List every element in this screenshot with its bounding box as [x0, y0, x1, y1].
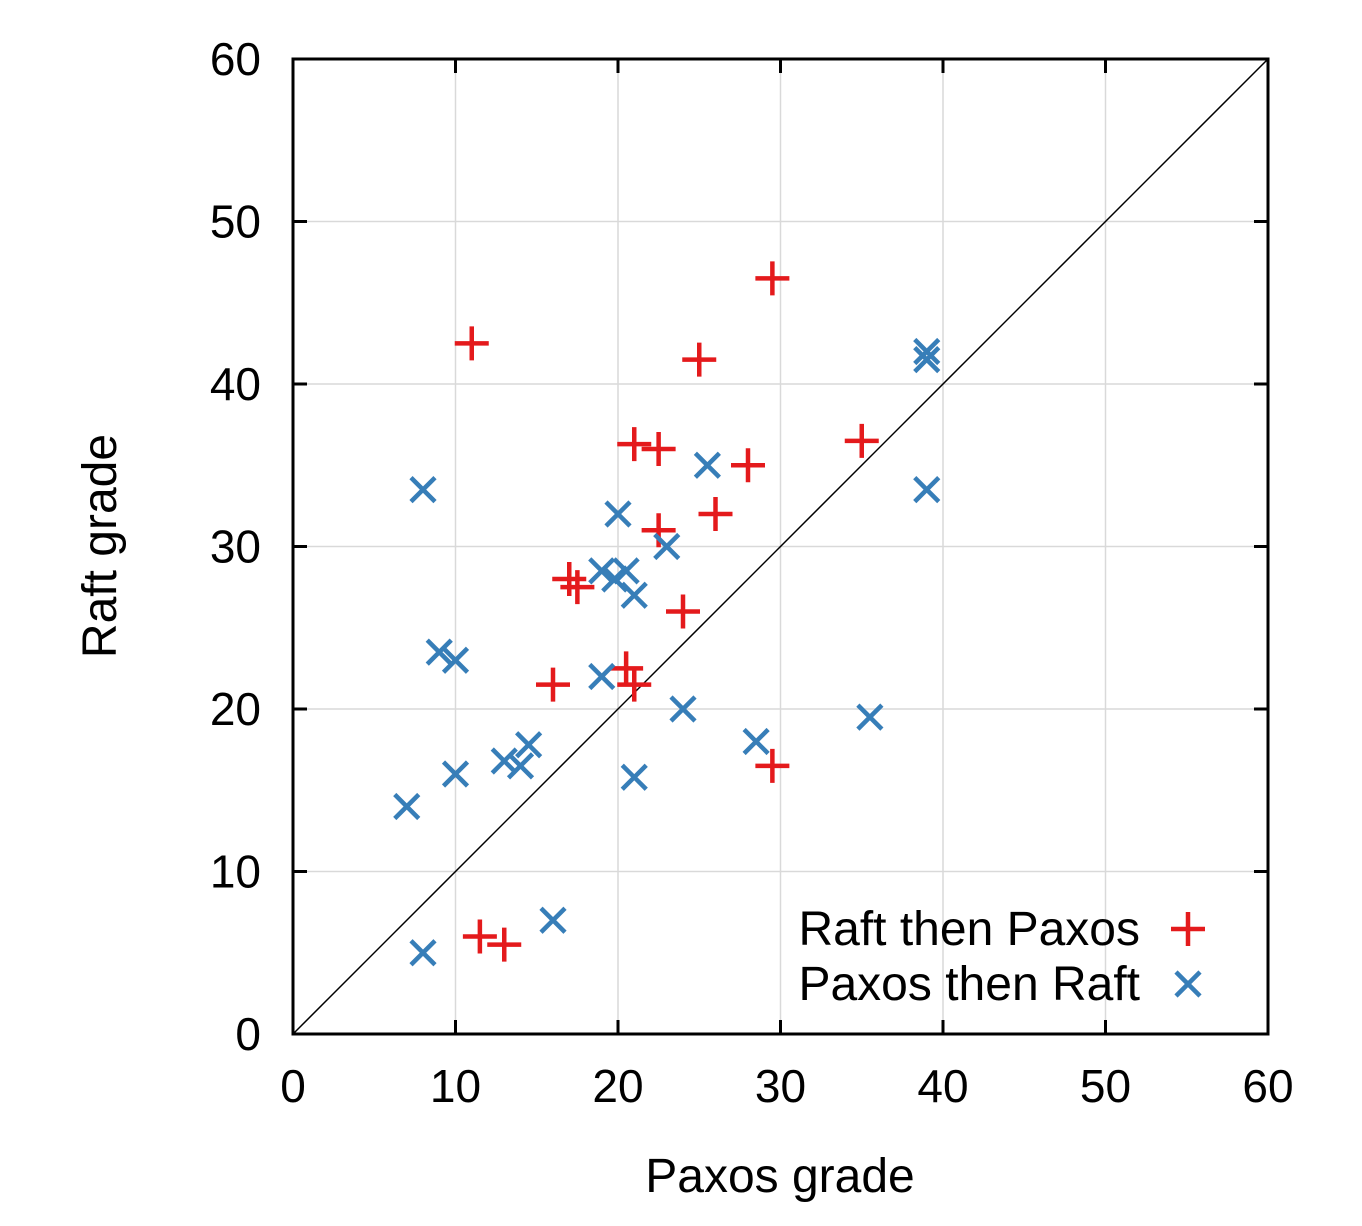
data-point-raft-then-paxos: [731, 448, 765, 483]
x-tick-label: 40: [917, 1060, 968, 1112]
data-point-raft-then-paxos: [617, 667, 652, 702]
data-point-paxos-then-raft: [425, 638, 453, 666]
x-tick-labels: 0 10 20 30 40 50 60: [280, 1060, 1293, 1112]
legend-marker-symbol: [1171, 912, 1205, 946]
x-tick-label: 10: [430, 1060, 481, 1112]
data-point-paxos-then-raft: [856, 703, 884, 731]
legend-marker-raft-then-paxos: [1171, 912, 1205, 946]
diagonal-reference-line: [292, 58, 1269, 1035]
x-tick-label: 60: [1242, 1060, 1293, 1112]
data-point-paxos-then-raft: [620, 763, 648, 791]
data-point-raft-then-paxos: [560, 570, 595, 605]
data-point-raft-then-paxos: [641, 513, 676, 548]
data-point-raft-then-paxos: [617, 427, 652, 462]
data-point-raft-then-paxos: [755, 748, 790, 783]
legend-label-raft-then-paxos: Raft then Paxos: [798, 903, 1140, 956]
data-point-paxos-then-raft: [653, 532, 681, 561]
y-tick-label: 40: [210, 358, 261, 410]
data-point-paxos-then-raft: [409, 476, 437, 504]
data-point-paxos-then-raft: [913, 476, 941, 504]
y-tick-label: 20: [210, 683, 261, 735]
data-point-paxos-then-raft: [669, 695, 697, 723]
data-point-raft-then-paxos: [609, 651, 644, 686]
y-tick-label: 0: [235, 1008, 261, 1060]
y-tick-label: 10: [210, 846, 261, 898]
data-point-paxos-then-raft: [515, 731, 543, 759]
legend: Raft then Paxos Paxos then Raft: [798, 903, 1205, 1011]
x-tick-label: 20: [592, 1060, 643, 1112]
data-point-raft-then-paxos: [682, 342, 717, 377]
data-point-paxos-then-raft: [441, 646, 470, 674]
data-point-paxos-then-raft: [742, 727, 770, 756]
data-point-raft-then-paxos: [641, 432, 676, 466]
data-point-paxos-then-raft: [409, 939, 437, 967]
data-point-paxos-then-raft: [588, 557, 616, 585]
data-point-paxos-then-raft: [539, 906, 567, 934]
x-tick-label: 0: [280, 1060, 306, 1112]
data-point-paxos-then-raft: [693, 451, 721, 479]
y-tick-labels: 0 10 20 30 40 50 60: [210, 33, 261, 1060]
data-point-paxos-then-raft: [490, 747, 518, 775]
plot-frame: [291, 57, 1270, 1036]
data-point-raft-then-paxos: [462, 919, 497, 954]
legend-label-paxos-then-raft: Paxos then Raft: [798, 958, 1140, 1011]
data-point-paxos-then-raft: [612, 557, 640, 585]
data-point-paxos-then-raft: [601, 565, 629, 593]
x-tick-label: 30: [755, 1060, 806, 1112]
data-point-paxos-then-raft: [913, 346, 941, 374]
legend-marker-symbol: [1174, 970, 1202, 998]
y-tick-label: 60: [210, 33, 261, 85]
data-point-paxos-then-raft: [441, 760, 470, 788]
data-point-paxos-then-raft: [913, 337, 941, 366]
data-point-paxos-then-raft: [620, 581, 648, 609]
data-point-raft-then-paxos: [454, 326, 489, 361]
data-point-paxos-then-raft: [506, 752, 535, 780]
y-axis-label: Raft grade: [74, 434, 127, 658]
y-tick-label: 30: [210, 521, 261, 573]
data-point-paxos-then-raft: [588, 662, 616, 691]
data-points: [393, 261, 941, 967]
y-tick-label: 50: [210, 196, 261, 248]
x-tick-label: 50: [1080, 1060, 1131, 1112]
data-point-paxos-then-raft: [393, 792, 421, 821]
data-point-raft-then-paxos: [552, 562, 587, 596]
data-point-raft-then-paxos: [487, 927, 522, 962]
data-point-paxos-then-raft: [604, 500, 632, 528]
data-point-raft-then-paxos: [844, 423, 879, 458]
legend-marker-paxos-then-raft: [1174, 970, 1202, 998]
data-point-raft-then-paxos: [698, 497, 733, 531]
data-point-raft-then-paxos: [666, 594, 700, 629]
data-point-raft-then-paxos: [536, 667, 570, 702]
data-point-raft-then-paxos: [755, 261, 790, 296]
x-axis-label: Paxos grade: [645, 1150, 915, 1203]
